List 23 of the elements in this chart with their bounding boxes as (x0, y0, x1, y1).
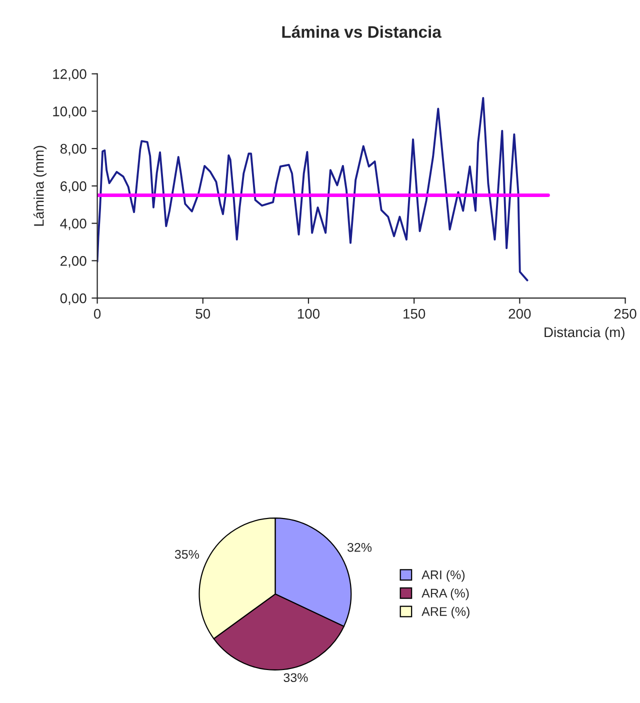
y-tick-label: 0,00 (60, 293, 86, 305)
x-tick-label: 250 (614, 308, 636, 319)
y-tick-label: 12,00 (53, 69, 86, 81)
x-tick-label: 0 (94, 308, 101, 319)
x-tick-label: 100 (298, 308, 320, 319)
data-label: 35% (174, 550, 199, 559)
y-axis-title: Lámina (mm) (33, 146, 47, 226)
x-axis-title: Distancia (m) (544, 326, 624, 340)
y-tick-label: 2,00 (60, 256, 86, 268)
data-label: 32% (347, 542, 372, 552)
legend-label: ARA (%) (422, 588, 469, 600)
data-label: 33% (284, 673, 308, 682)
line-series (97, 96, 528, 282)
y-tick-label: 8,00 (60, 144, 86, 156)
x-tick-label: 150 (404, 308, 426, 319)
y-tick-label: 6,00 (60, 181, 86, 193)
y-tick-label: 4,00 (60, 218, 86, 230)
legend-label: ARE (%) (422, 606, 470, 618)
chart-title: Lámina vs Distancia (282, 25, 442, 38)
x-tick-label: 200 (508, 308, 531, 319)
x-tick-label: 50 (196, 308, 210, 319)
y-tick-label: 10,00 (53, 106, 86, 118)
legend-label: ARI (%) (422, 570, 465, 582)
